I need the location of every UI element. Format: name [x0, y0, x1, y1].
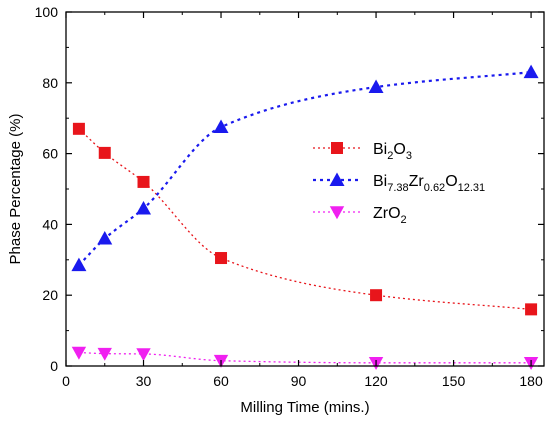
series-markers	[71, 64, 539, 371]
data-point-series-1	[213, 119, 229, 134]
data-point-series-0	[370, 289, 383, 302]
data-point-series-1	[71, 257, 87, 272]
data-point-series-1	[97, 231, 113, 245]
data-point-series-0	[72, 122, 85, 135]
data-point-series-0	[215, 252, 228, 265]
y-tick-label: 60	[42, 146, 58, 162]
y-tick-label: 100	[35, 4, 59, 20]
series-line-0	[78, 128, 532, 311]
x-tick-label: 120	[364, 373, 388, 389]
x-tick-label: 150	[442, 373, 466, 389]
y-tick-label: 80	[42, 75, 58, 91]
legend-marker-0	[331, 142, 343, 154]
x-tick-label: 30	[136, 373, 152, 389]
data-point-series-1	[368, 79, 384, 94]
data-point-series-2	[136, 348, 151, 362]
legend-label-1: Bi7.38Zr0.62O12.31	[373, 173, 485, 194]
legend-marker-2	[329, 206, 345, 220]
series-line-1	[78, 71, 532, 266]
y-axis-ticks: 0 20 40 60 80 100	[35, 4, 544, 374]
legend-marker-1	[329, 172, 345, 186]
data-point-series-2	[97, 347, 112, 361]
data-point-series-2	[71, 346, 87, 360]
data-point-series-0	[525, 303, 538, 316]
series-curves	[78, 71, 532, 364]
x-tick-label: 90	[291, 373, 307, 389]
y-tick-label: 40	[42, 216, 58, 232]
y-axis-label: Phase Percentage (%)	[7, 114, 24, 265]
legend-label-0: Bi2O3	[373, 141, 412, 162]
data-point-series-1	[136, 200, 152, 215]
x-tick-label: 0	[62, 373, 70, 389]
legend: Bi2O3 Bi7.38Zr0.62O12.31 ZrO2	[313, 141, 485, 226]
data-point-series-1	[523, 64, 539, 79]
legend-label-2: ZrO2	[373, 205, 407, 226]
x-tick-label: 60	[213, 373, 229, 389]
x-tick-label: 180	[519, 373, 543, 389]
y-tick-label: 0	[50, 358, 58, 374]
data-point-series-0	[98, 146, 111, 159]
y-tick-label: 20	[42, 287, 58, 303]
data-point-series-0	[137, 175, 150, 188]
x-axis-ticks: 0 30 60 90 120 150 180	[62, 12, 543, 389]
x-axis-label: Milling Time (mins.)	[240, 399, 369, 416]
